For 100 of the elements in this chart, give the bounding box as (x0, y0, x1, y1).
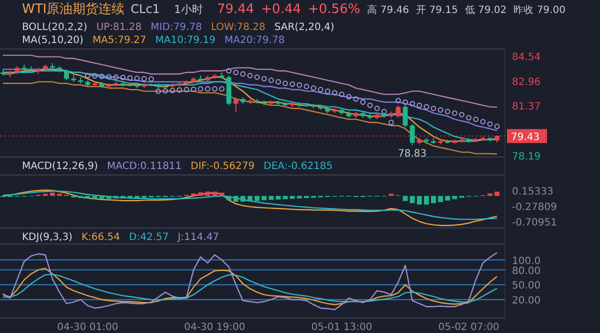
y-tick-label: 81.37 (512, 102, 541, 113)
point (438, 107, 444, 113)
point (184, 86, 190, 92)
candlestick (233, 96, 238, 112)
point (127, 75, 133, 81)
point (367, 102, 373, 108)
text: MA10:79.19 (155, 35, 216, 46)
text: DIF:-0.56279 (190, 161, 255, 172)
y-tick-label: -0.70951 (512, 217, 557, 228)
text: 低 79.02 (464, 5, 507, 16)
point (339, 92, 344, 98)
point (204, 86, 210, 92)
line-series (2, 274, 498, 303)
point (247, 72, 253, 78)
point (318, 86, 324, 92)
line-series (2, 190, 498, 220)
chart-subtitle: CLc1 (130, 2, 160, 16)
y-tick-label: -0.27809 (512, 202, 557, 213)
point (374, 106, 380, 112)
text: 高 79.46 (367, 4, 410, 16)
point (254, 74, 260, 80)
point (416, 102, 422, 108)
candlestick (396, 104, 401, 118)
point (430, 106, 436, 112)
point (410, 101, 416, 106)
point (396, 98, 401, 104)
text: KDJ(9,3,3) (22, 232, 73, 243)
text: BOLL(20,2,2) (22, 22, 88, 33)
point (240, 71, 246, 77)
point (106, 74, 112, 80)
point (219, 86, 224, 92)
text: DEA:-0.62185 (264, 161, 333, 172)
text: +0.44 (261, 2, 301, 17)
point (113, 74, 119, 80)
point (134, 76, 140, 82)
point (212, 86, 218, 92)
y-tick-label: 78.19 (512, 151, 541, 162)
text: D:42.57 (129, 232, 169, 243)
text: MA(5,10,20) (22, 35, 84, 46)
point (176, 87, 182, 93)
line-series (2, 81, 498, 155)
point (170, 88, 176, 94)
point (466, 115, 472, 120)
point (494, 124, 500, 130)
point (92, 73, 98, 79)
point (346, 94, 352, 100)
point (120, 74, 126, 80)
line-series (2, 252, 498, 310)
x-tick-label: 05-02 07:00 (438, 322, 500, 333)
point (381, 108, 387, 114)
x-tick-label: 04-30 19:00 (184, 322, 246, 333)
ref-line-label: 79.43 (511, 132, 540, 144)
x-tick-label: 04-30 01:00 (57, 322, 118, 333)
text: 昨收 79.00 (514, 4, 566, 16)
point (261, 76, 267, 82)
text: MA20:79.78 (224, 35, 285, 46)
point (473, 116, 479, 122)
series-label: J:114.47 (176, 232, 220, 243)
text: MACD(12,26,9) (22, 161, 98, 172)
candlestick (64, 68, 69, 81)
point (156, 88, 161, 94)
point (268, 78, 274, 83)
text: MID:79.78 (150, 22, 202, 33)
point (424, 104, 430, 110)
point (233, 70, 239, 76)
point (282, 80, 288, 86)
point (360, 99, 366, 105)
point (99, 74, 104, 80)
text: +0.56% (308, 2, 360, 17)
point (388, 120, 394, 126)
point (290, 81, 296, 87)
y-tick-label: 84.54 (512, 52, 541, 64)
y-tick-label: 82.96 (512, 76, 541, 88)
point (141, 76, 147, 82)
point (190, 86, 196, 92)
point (304, 84, 310, 90)
point (226, 68, 232, 74)
y-tick-label: 20.00 (512, 296, 541, 307)
point (148, 76, 154, 82)
text: LOW:78.28 (210, 22, 266, 33)
line-series (2, 190, 498, 226)
point (162, 88, 168, 94)
text: SAR(2,20,4) (274, 22, 334, 33)
chart-title: WTI原油期货连续 (22, 2, 125, 17)
text: K:66.54 (81, 232, 120, 243)
text: MA5:79.27 (92, 35, 146, 46)
point (310, 85, 316, 91)
point (444, 108, 450, 114)
point (480, 118, 486, 124)
y-tick-label: 100.0 (512, 256, 541, 267)
candlestick (402, 104, 408, 128)
point (276, 79, 281, 85)
y-tick-label: 80.00 (512, 266, 541, 277)
point (353, 96, 359, 102)
text: 开 79.15 (416, 5, 458, 16)
line-series (2, 268, 498, 306)
point (198, 86, 204, 92)
point (332, 90, 338, 96)
point (459, 112, 464, 118)
text: MACD:0.11811 (106, 161, 182, 172)
